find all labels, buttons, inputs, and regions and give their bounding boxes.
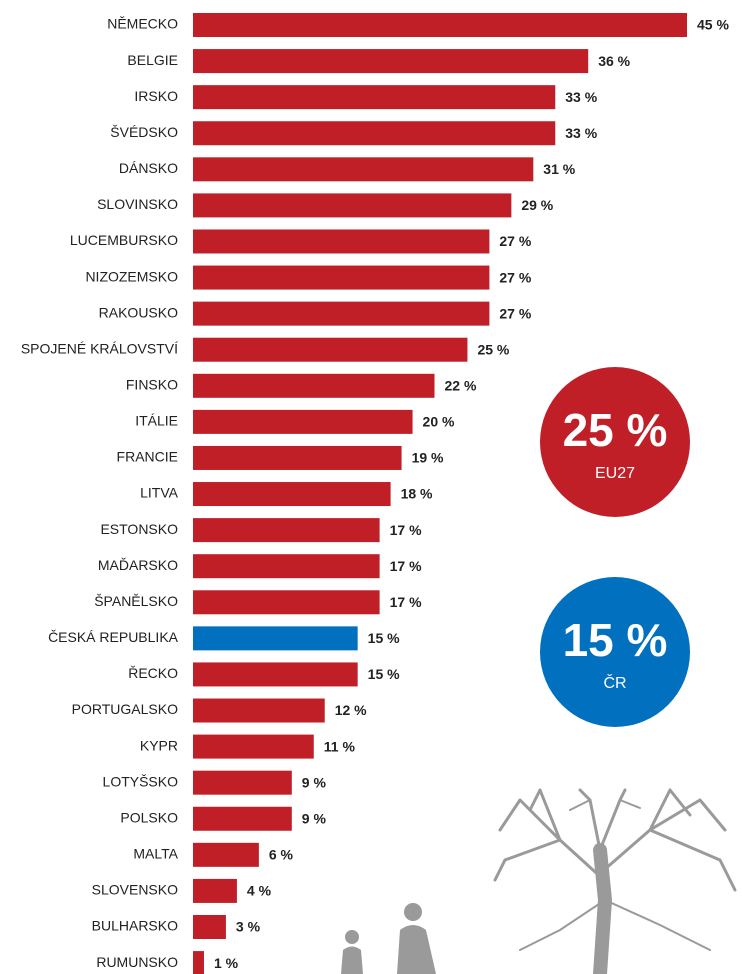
bar [193,915,226,939]
value-label: 27 % [499,269,531,285]
category-label: FRANCIE [117,449,178,465]
category-label: ITÁLIE [135,413,178,429]
category-label: PORTUGALSKO [72,701,178,717]
value-label: 33 % [565,125,597,141]
value-label: 27 % [499,305,531,321]
bar [193,229,490,254]
bar [193,409,413,434]
people [341,903,436,974]
category-label: NIZOZEMSKO [85,268,178,284]
category-label: POLSKO [120,809,178,825]
value-label: 11 % [324,738,356,754]
bar [193,85,556,110]
bar [193,13,687,37]
category-label: MALTA [133,846,178,862]
bar [193,590,380,615]
badge-label: EU27 [595,465,635,482]
bar [193,842,259,867]
bar [193,337,468,362]
value-label: 12 % [335,702,367,718]
category-label: LUCEMBURSKO [70,232,178,248]
bar [193,770,292,795]
category-label: LITVA [140,485,179,501]
category-label: RUMUNSKO [96,954,178,970]
badge [540,367,690,517]
badge-value: 15 % [563,614,668,666]
category-label: KYPR [140,737,178,753]
bar [193,265,490,290]
bar [193,806,292,831]
value-label: 19 % [412,450,444,466]
bar [193,554,380,579]
value-label: 3 % [236,919,261,935]
value-label: 4 % [247,883,272,899]
value-label: 29 % [521,197,553,213]
bar [193,662,358,687]
bar [193,878,237,903]
value-label: 1 % [214,955,239,971]
bar [193,626,358,651]
value-label: 9 % [302,774,327,790]
value-label: 33 % [565,89,597,105]
category-label: ŠVÉDSKO [110,124,178,140]
value-label: 15 % [368,666,400,682]
badge [540,577,690,727]
bar [193,734,314,759]
bar [193,698,325,723]
value-label: 20 % [423,414,455,430]
value-label: 17 % [390,594,422,610]
bar [193,373,435,398]
category-label: NĚMECKO [107,16,178,32]
value-label: 17 % [390,558,422,574]
value-label: 9 % [302,810,327,826]
value-label: 31 % [543,161,575,177]
category-label: BELGIE [127,52,178,68]
category-label: ŘECKO [128,665,178,681]
category-label: FINSKO [126,377,178,393]
category-label: MAĎARSKO [98,557,178,573]
category-label: SLOVENSKO [92,882,178,898]
value-label: 36 % [598,53,630,69]
tree [493,788,737,974]
bar [193,49,589,74]
category-label: RAKOUSKO [99,304,178,320]
bar [193,518,380,543]
category-label: LOTYŠSKO [103,773,179,789]
badge-value: 25 % [563,404,668,456]
value-label: 25 % [477,341,509,357]
bar [193,951,204,974]
category-label: DÁNSKO [119,160,178,176]
category-label: ESTONSKO [100,521,178,537]
value-label: 27 % [499,233,531,249]
value-label: 18 % [401,486,433,502]
category-label: SPOJENÉ KRÁLOVSTVÍ [21,340,178,356]
bar [193,121,556,146]
bar [193,193,512,218]
value-label: 45 % [697,17,729,33]
category-label: IRSKO [134,88,178,104]
category-label: ŠPANĚLSKO [94,593,178,609]
category-label: SLOVINSKO [97,196,178,212]
bar [193,482,391,507]
value-label: 22 % [445,378,477,394]
category-label: BULHARSKO [92,918,178,934]
value-label: 15 % [368,630,400,646]
value-label: 17 % [390,522,422,538]
bar [193,157,534,182]
category-label: ČESKÁ REPUBLIKA [48,629,179,645]
bar [193,301,490,326]
value-label: 6 % [269,847,294,863]
badge-label: ČR [603,673,626,692]
bar [193,445,402,470]
